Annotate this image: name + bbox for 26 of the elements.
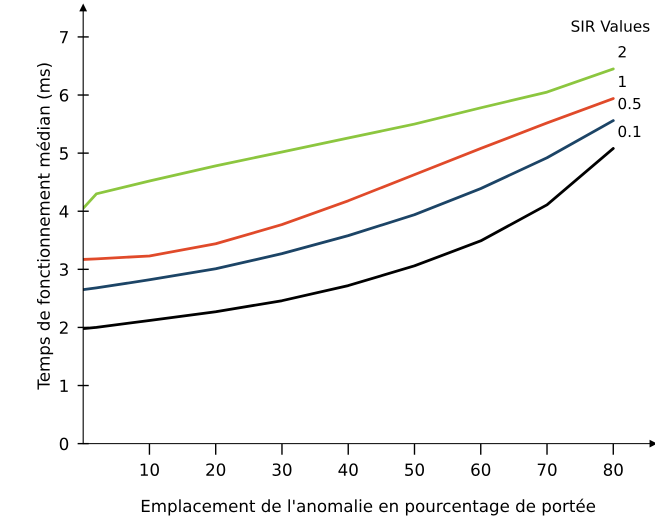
- x-tick-label: 70: [538, 463, 557, 476]
- y-tick-label: 5: [60, 147, 68, 160]
- x-tick-label: 30: [272, 463, 292, 476]
- line-series: [83, 67, 615, 210]
- y-tick-label: 0: [60, 438, 68, 450]
- y-axis-title: Temps de fonctionnement médian (ms): [36, 63, 54, 390]
- x-axis-title: Emplacement de l'anomalie en pourcentage de portée: [142, 498, 596, 516]
- y-tick-label: 1: [60, 380, 68, 392]
- y-tick-label: 2: [60, 321, 68, 334]
- y-tick-label: 3: [60, 263, 68, 276]
- series-label: 0.5: [618, 98, 640, 110]
- series-label: 2: [618, 46, 626, 58]
- line-series: [83, 119, 615, 292]
- legend-title: SIR Values: [572, 20, 650, 32]
- y-tick-label: 7: [60, 31, 68, 44]
- x-tick-label: 20: [206, 463, 226, 476]
- line-series: [83, 97, 615, 261]
- x-tick-label: 60: [471, 463, 490, 476]
- series-label: 1: [619, 76, 626, 87]
- x-tick-label: 10: [140, 463, 159, 476]
- x-tick-label: 40: [338, 463, 358, 476]
- y-tick-label: 4: [60, 205, 68, 218]
- series-label: 0.1: [618, 126, 640, 138]
- x-tick-label: 50: [405, 463, 424, 476]
- y-tick-label: 6: [60, 88, 68, 102]
- x-tick-label: 80: [604, 463, 623, 476]
